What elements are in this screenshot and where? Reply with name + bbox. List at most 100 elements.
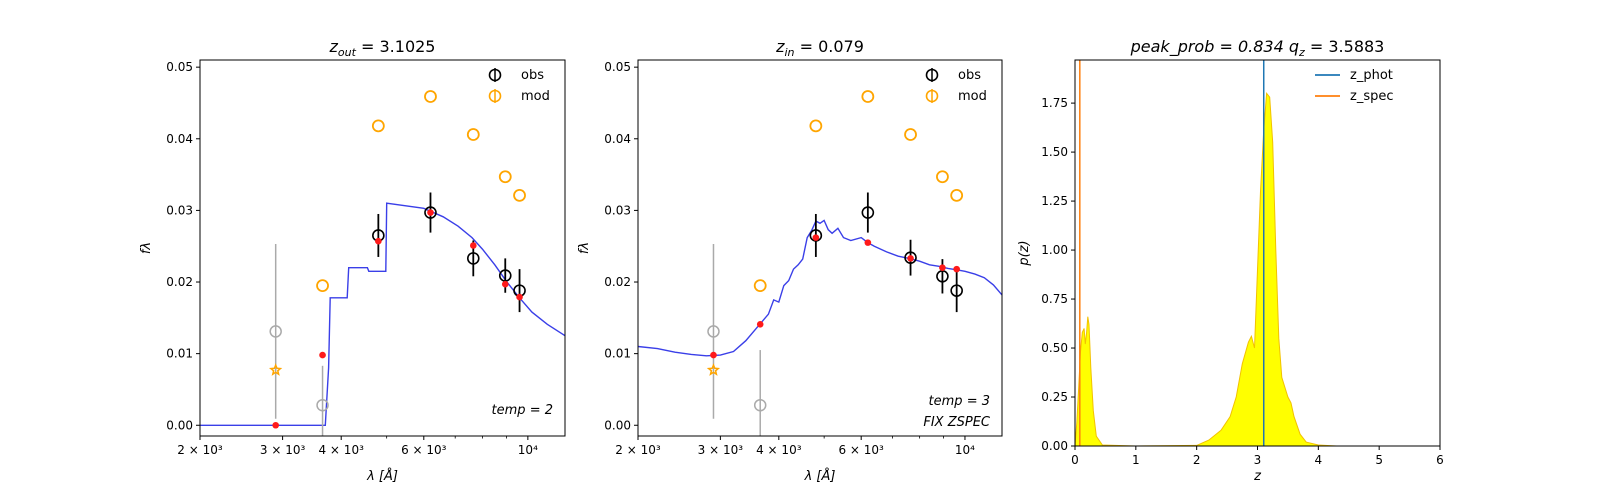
x-tick-label: 2 × 10³ xyxy=(177,443,223,457)
chart-panel-1: 2 × 10³ 3 × 10³ 4 × 10³ 6 × 10³ 10⁴ 0.00 0.01 0… xyxy=(139,37,566,484)
x-axis-label: λ [Å] xyxy=(366,468,398,484)
mod-star-point xyxy=(268,363,283,376)
pdf-fill xyxy=(1075,93,1380,446)
y-tick-label: 0.05 xyxy=(604,60,631,74)
model-flux-point xyxy=(469,242,477,249)
legend-label: mod xyxy=(521,89,550,104)
y-tick-label: 0.03 xyxy=(166,203,193,217)
y-tick-label: 0.00 xyxy=(604,418,631,432)
obs-point xyxy=(950,284,963,297)
legend: obs mod xyxy=(925,68,987,104)
axes-frame xyxy=(637,59,1003,437)
model-flux-point xyxy=(375,237,382,245)
model-flux-point xyxy=(939,264,946,271)
model-flux-point xyxy=(272,421,279,429)
model-flux-point xyxy=(907,255,914,262)
x-tick-label: 4 xyxy=(1315,453,1323,467)
legend-label: z_spec xyxy=(1350,89,1394,104)
model-flux-point xyxy=(319,351,326,359)
model-flux-point xyxy=(501,280,509,288)
x-tick-label: 5 xyxy=(1375,453,1383,467)
x-tick-label: 10⁴ xyxy=(955,443,975,457)
grey-obs-point xyxy=(753,398,767,412)
y-axis-label: fλ xyxy=(577,242,592,254)
mod-point xyxy=(950,188,964,202)
y-tick-label: 0.01 xyxy=(166,347,193,361)
legend-label: obs xyxy=(958,68,981,83)
model-flux-point xyxy=(953,265,960,273)
model-flux-point xyxy=(864,239,872,246)
legend-label: z_phot xyxy=(1350,68,1393,83)
mod-star-point xyxy=(706,363,721,376)
legend: obs mod xyxy=(488,68,550,104)
y-tick-label: 0.03 xyxy=(604,203,631,217)
y-tick-label: 0.05 xyxy=(166,60,193,74)
mod-point xyxy=(904,128,917,141)
y-tick-label: 1.75 xyxy=(1041,96,1068,110)
plot-area xyxy=(1075,60,1380,446)
x-tick-label: 10⁴ xyxy=(518,443,538,457)
plot-area xyxy=(638,90,1002,436)
chart-title: zin = 0.079 xyxy=(775,37,864,59)
model-flux-point xyxy=(516,293,523,301)
mod-point xyxy=(513,188,526,202)
obs-point xyxy=(424,206,437,219)
grey-obs-point xyxy=(316,398,329,412)
y-tick-label: 0.04 xyxy=(166,132,193,146)
y-tick-label: 0.01 xyxy=(604,347,631,361)
x-tick-label: 3 × 10³ xyxy=(260,443,306,457)
x-tick-label: 2 × 10³ xyxy=(615,443,661,457)
x-tick-label: 3 × 10³ xyxy=(698,443,744,457)
y-tick-label: 1.25 xyxy=(1041,194,1068,208)
y-tick-label: 1.50 xyxy=(1041,145,1068,159)
legend-swatch xyxy=(925,68,939,82)
y-axis-label: p(z) xyxy=(1017,240,1032,266)
chart-panel-2: 2 × 10³ 3 × 10³ 4 × 10³ 6 × 10³ 10⁴ 0.00 0.01 0… xyxy=(577,37,1003,484)
x-tick-label: 6 × 10³ xyxy=(401,443,447,457)
mod-point xyxy=(371,119,385,133)
obs-point xyxy=(466,252,480,265)
obs-point xyxy=(809,229,823,242)
x-axis-label: λ [Å] xyxy=(804,468,836,484)
y-axis-label: fλ xyxy=(139,242,154,254)
mod-point xyxy=(861,90,875,103)
legend-swatch xyxy=(925,89,939,103)
y-tick-label: 0.04 xyxy=(604,132,631,146)
legend-swatch xyxy=(488,89,502,103)
x-tick-label: 2 xyxy=(1193,453,1201,467)
model-flux-point xyxy=(427,209,434,216)
x-tick-label: 3 xyxy=(1254,453,1262,467)
model-flux-point xyxy=(710,351,717,359)
mod-point xyxy=(809,119,823,133)
mod-point xyxy=(316,279,329,293)
y-tick-label: 1.00 xyxy=(1041,243,1068,257)
chart-title: zout = 3.1025 xyxy=(329,37,436,59)
y-tick-label: 0.25 xyxy=(1041,390,1068,404)
chart-title: peak_prob = 0.834 qz = 3.5883 xyxy=(1130,37,1385,59)
x-tick-label: 4 × 10³ xyxy=(318,443,364,457)
y-tick-label: 0.75 xyxy=(1041,292,1068,306)
model-flux-point xyxy=(756,320,764,328)
legend: z_phot z_spec xyxy=(1315,68,1394,104)
pdf-curve xyxy=(1075,91,1380,446)
sed-curve xyxy=(638,219,1002,357)
mod-point xyxy=(424,90,437,103)
x-tick-label: 4 × 10³ xyxy=(756,443,802,457)
y-tick-label: 0.00 xyxy=(1041,439,1068,453)
model-flux-point xyxy=(812,234,820,241)
legend-swatch xyxy=(488,68,502,82)
y-tick-label: 0.00 xyxy=(166,418,193,432)
obs-point xyxy=(861,206,875,219)
sed-curve xyxy=(200,202,565,426)
x-tick-label: 1 xyxy=(1132,453,1140,467)
x-tick-label: 6 × 10³ xyxy=(838,443,884,457)
x-axis-label: z xyxy=(1253,469,1262,484)
mod-point xyxy=(936,170,949,184)
legend-label: obs xyxy=(521,68,544,83)
annotation-text: temp = 3 xyxy=(929,394,990,409)
grey-obs-point xyxy=(707,325,720,338)
mod-point xyxy=(753,279,767,293)
plot-area xyxy=(200,90,565,436)
y-tick-label: 0.02 xyxy=(604,275,631,289)
